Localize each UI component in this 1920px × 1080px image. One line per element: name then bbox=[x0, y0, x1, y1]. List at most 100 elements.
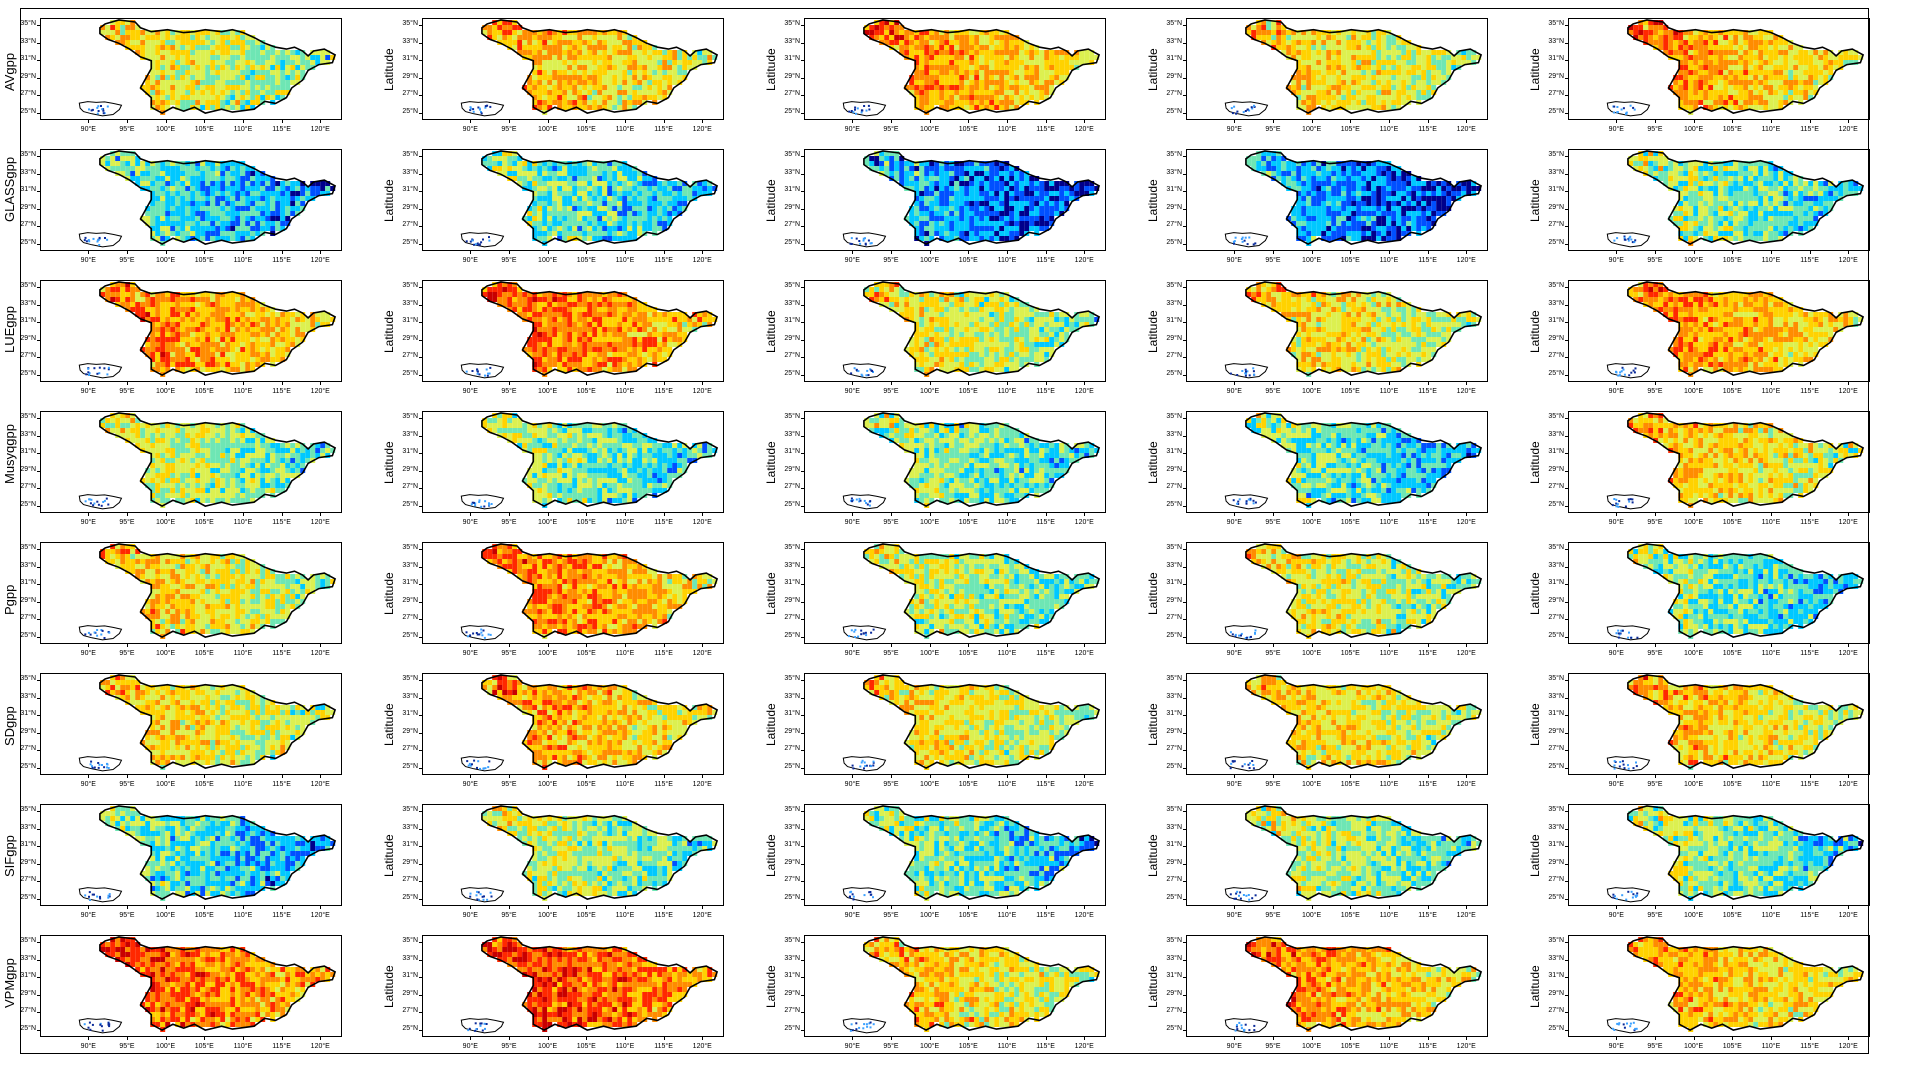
latitude-tick-mark bbox=[1565, 1030, 1568, 1031]
map-panel: 35°N 33°N 31°N 29°N 27°N 25°N 90°E 95°E 100°E 105… bbox=[764, 411, 1106, 526]
longitude-tick-mark bbox=[204, 644, 206, 647]
plot-frame bbox=[1568, 149, 1870, 251]
inset-map bbox=[1224, 363, 1269, 379]
latitude-tick-mark bbox=[419, 226, 422, 228]
latitude-tick-label: 35°N bbox=[390, 544, 418, 551]
longitude-tick-mark bbox=[1045, 513, 1047, 516]
latitude-tick-mark bbox=[419, 566, 422, 568]
latitude-tick-label: 27°N bbox=[1536, 745, 1564, 752]
inset-map bbox=[78, 1018, 123, 1034]
basin-boundary bbox=[481, 19, 719, 115]
latitude-tick-mark bbox=[419, 768, 422, 769]
longitude-tick-label: 105°E bbox=[1714, 126, 1750, 133]
gpp-raster-cells bbox=[1246, 806, 1482, 901]
latitude-tick-mark bbox=[801, 42, 804, 44]
longitude-tick-mark bbox=[126, 775, 128, 778]
longitude-tick-mark bbox=[1006, 120, 1008, 123]
longitude-tick-mark bbox=[1848, 251, 1850, 254]
longitude-tick-mark bbox=[663, 644, 665, 647]
longitude-tick-label: 95°E bbox=[1637, 257, 1673, 264]
map-raster bbox=[1606, 674, 1865, 772]
row-label: GLASSgpp bbox=[2, 157, 17, 222]
latitude-tick-mark bbox=[801, 95, 804, 97]
longitude-tick-label: 120°E bbox=[1448, 388, 1484, 395]
latitude-tick-label: 31°N bbox=[772, 972, 800, 979]
latitude-tick-mark bbox=[419, 375, 422, 376]
latitude-tick-mark bbox=[1565, 863, 1568, 865]
longitude-tick-mark bbox=[547, 120, 549, 123]
gpp-raster-cells bbox=[482, 544, 718, 639]
latitude-tick-label: 25°N bbox=[1536, 763, 1564, 770]
latitude-tick-mark bbox=[1565, 42, 1568, 44]
longitude-tick-label: 110°E bbox=[989, 257, 1025, 264]
map-raster bbox=[460, 543, 719, 641]
inset-map bbox=[1606, 101, 1651, 117]
map-raster bbox=[78, 936, 337, 1034]
map-panel: 35°N 33°N 31°N 29°N 27°N 25°N 90°E 95°E 100°E 105… bbox=[2, 149, 342, 264]
latitude-tick-mark bbox=[1565, 566, 1568, 568]
latitude-tick-label: 25°N bbox=[8, 763, 36, 770]
longitude-tick-label: 100°E bbox=[1676, 126, 1712, 133]
latitude-tick-label: 25°N bbox=[8, 501, 36, 508]
map-panel: 35°N 33°N 31°N 29°N 27°N 25°N 90°E 95°E 100°E 105… bbox=[1528, 411, 1870, 526]
longitude-tick-mark bbox=[1616, 906, 1618, 909]
longitude-tick-mark bbox=[320, 513, 322, 516]
latitude-tick-mark bbox=[37, 244, 40, 245]
latitude-axis-label: Latitude bbox=[1146, 834, 1160, 877]
latitude-tick-mark bbox=[1565, 339, 1568, 341]
basin-boundary bbox=[1245, 674, 1483, 770]
latitude-tick-label: 27°N bbox=[772, 352, 800, 359]
latitude-tick-mark bbox=[1183, 77, 1186, 79]
latitude-tick-mark bbox=[1565, 680, 1568, 681]
basin-boundary bbox=[481, 936, 719, 1032]
latitude-axis-label: Latitude bbox=[382, 48, 396, 91]
latitude-tick-label: 33°N bbox=[8, 693, 36, 700]
longitude-tick-mark bbox=[1084, 1037, 1086, 1040]
longitude-tick-mark bbox=[1466, 251, 1468, 254]
longitude-tick-label: 115°E bbox=[1410, 912, 1446, 919]
latitude-tick-label: 25°N bbox=[390, 894, 418, 901]
longitude-tick-label: 120°E bbox=[684, 912, 720, 919]
longitude-tick-mark bbox=[508, 644, 510, 647]
longitude-tick-mark bbox=[88, 775, 90, 778]
latitude-tick-label: 29°N bbox=[772, 204, 800, 211]
latitude-tick-label: 33°N bbox=[772, 693, 800, 700]
latitude-tick-mark bbox=[419, 357, 422, 359]
longitude-tick-label: 120°E bbox=[1830, 257, 1866, 264]
plot-frame bbox=[422, 935, 724, 1037]
latitude-tick-label: 35°N bbox=[1154, 544, 1182, 551]
latitude-tick-mark bbox=[801, 1012, 804, 1014]
map-panel: 35°N 33°N 31°N 29°N 27°N 25°N 90°E 95°E 100°E 105… bbox=[382, 542, 724, 657]
gpp-raster-cells bbox=[864, 282, 1100, 377]
latitude-tick-mark bbox=[37, 637, 40, 638]
latitude-tick-mark bbox=[419, 750, 422, 752]
longitude-tick-label: 120°E bbox=[1830, 912, 1866, 919]
latitude-tick-label: 33°N bbox=[1536, 169, 1564, 176]
latitude-tick-label: 27°N bbox=[772, 876, 800, 883]
longitude-tick-label: 95°E bbox=[109, 257, 145, 264]
gpp-raster-cells bbox=[482, 413, 718, 508]
longitude-tick-mark bbox=[1770, 382, 1772, 385]
latitude-tick-mark bbox=[801, 566, 804, 568]
longitude-tick-mark bbox=[624, 775, 626, 778]
longitude-tick-label: 105°E bbox=[950, 519, 986, 526]
inset-map bbox=[842, 363, 887, 379]
latitude-tick-mark bbox=[1565, 453, 1568, 455]
latitude-tick-label: 35°N bbox=[390, 937, 418, 944]
longitude-tick-label: 95°E bbox=[491, 1043, 527, 1050]
basin-boundary bbox=[99, 936, 337, 1032]
longitude-tick-label: 120°E bbox=[1448, 912, 1484, 919]
latitude-tick-mark bbox=[37, 304, 40, 306]
longitude-tick-label: 115°E bbox=[1792, 126, 1828, 133]
longitude-tick-label: 95°E bbox=[873, 257, 909, 264]
latitude-tick-mark bbox=[37, 156, 40, 157]
latitude-tick-mark bbox=[37, 584, 40, 586]
longitude-tick-mark bbox=[1272, 1037, 1274, 1040]
longitude-tick-label: 100°E bbox=[912, 650, 948, 657]
latitude-tick-label: 31°N bbox=[1154, 972, 1182, 979]
longitude-tick-label: 120°E bbox=[1066, 912, 1102, 919]
longitude-tick-mark bbox=[1388, 1037, 1390, 1040]
latitude-tick-mark bbox=[1565, 881, 1568, 883]
latitude-tick-mark bbox=[1183, 42, 1186, 44]
longitude-tick-label: 105°E bbox=[1714, 257, 1750, 264]
